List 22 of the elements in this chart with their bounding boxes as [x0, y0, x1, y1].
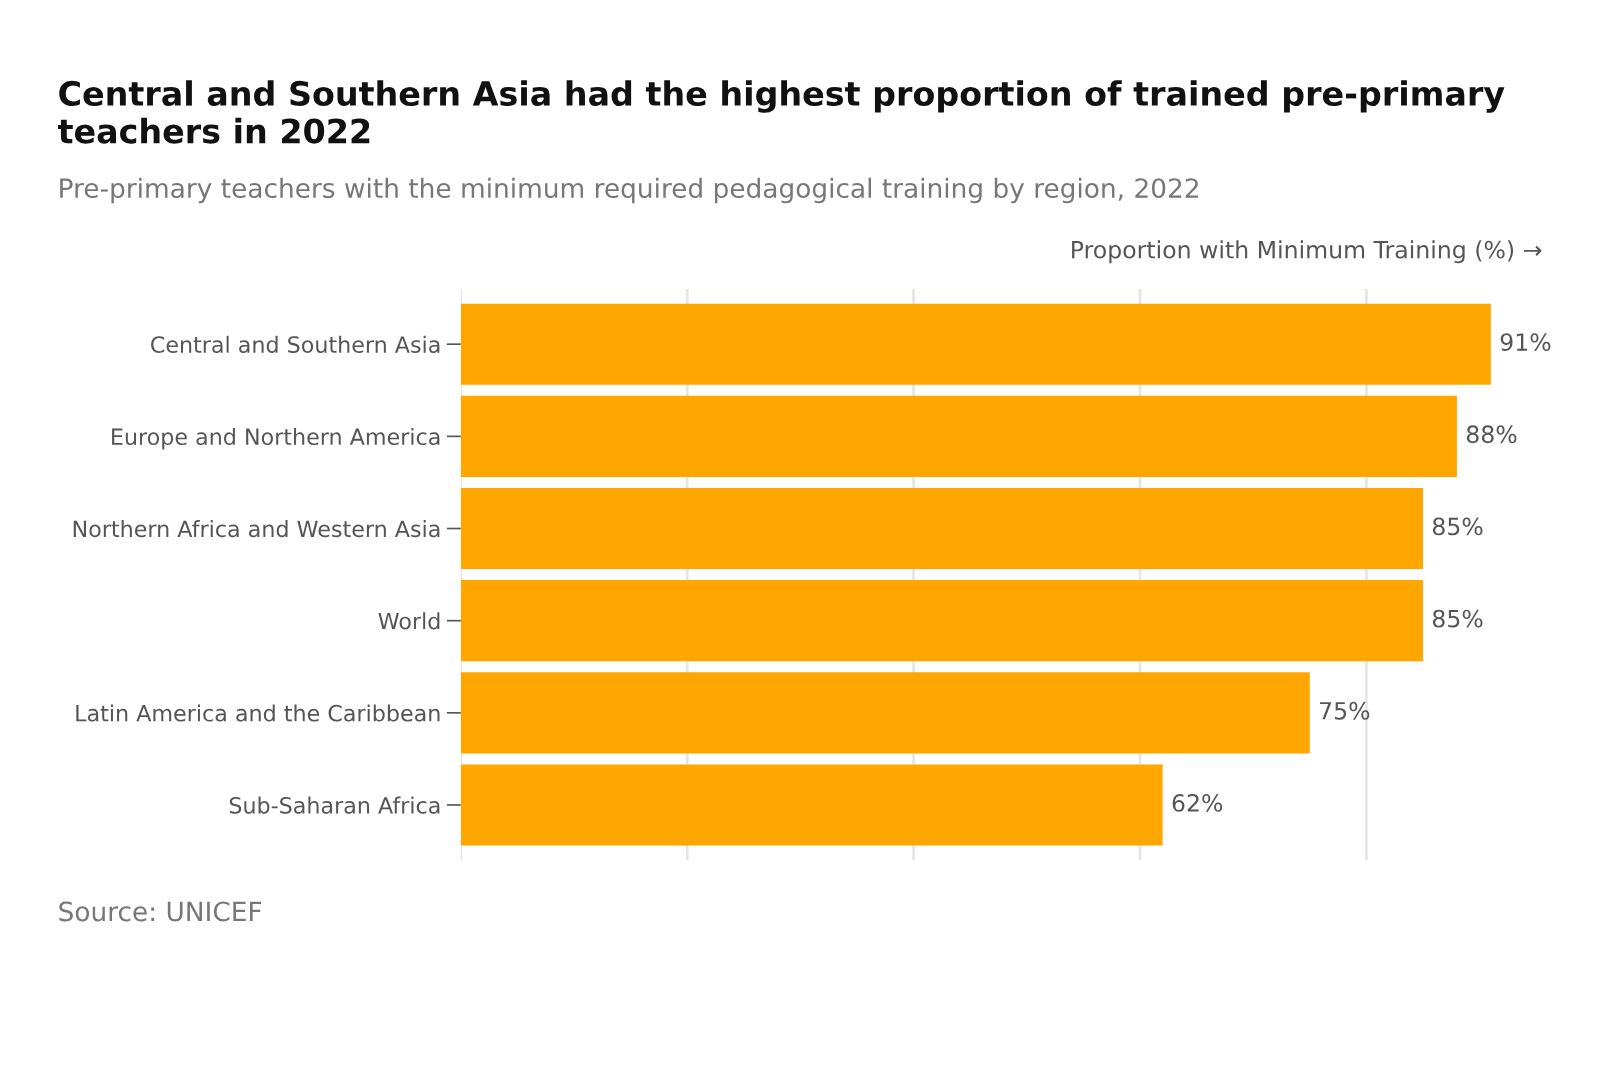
bar — [460, 303, 1491, 385]
data-label: 62% — [1172, 793, 1223, 812]
chart-title: Central and Southern Asia had the highest proportion of trained pre-primary teachers in 2022 — [58, 80, 1505, 144]
bar — [460, 764, 1163, 846]
y-tick-label: Central and Southern Asia — [151, 335, 440, 353]
bar — [460, 395, 1457, 477]
data-label: 91% — [1500, 333, 1551, 352]
data-label: 85% — [1432, 609, 1483, 628]
y-tick-label: Europe and Northern America — [112, 427, 440, 450]
chart-subtitle: Pre-primary teachers with the minimum required pedagogical training by region, 2022 — [60, 177, 1198, 204]
data-label: 88% — [1466, 425, 1517, 444]
y-tick-label: Latin America and the Caribbean — [76, 704, 440, 722]
data-label: 75% — [1320, 701, 1370, 720]
data-label: 85% — [1432, 517, 1483, 536]
x-axis-title: Proportion with Minimum Training (%) → — [1072, 240, 1542, 264]
y-tick-label: Northern Africa and Western Asia — [73, 520, 440, 538]
bar — [460, 580, 1423, 662]
bar — [460, 487, 1423, 570]
source-note: Source: UNICEF — [59, 901, 262, 922]
bar — [460, 672, 1310, 754]
y-tick-label: Sub-Saharan Africa — [229, 796, 440, 814]
y-tick-label: World — [378, 612, 440, 630]
